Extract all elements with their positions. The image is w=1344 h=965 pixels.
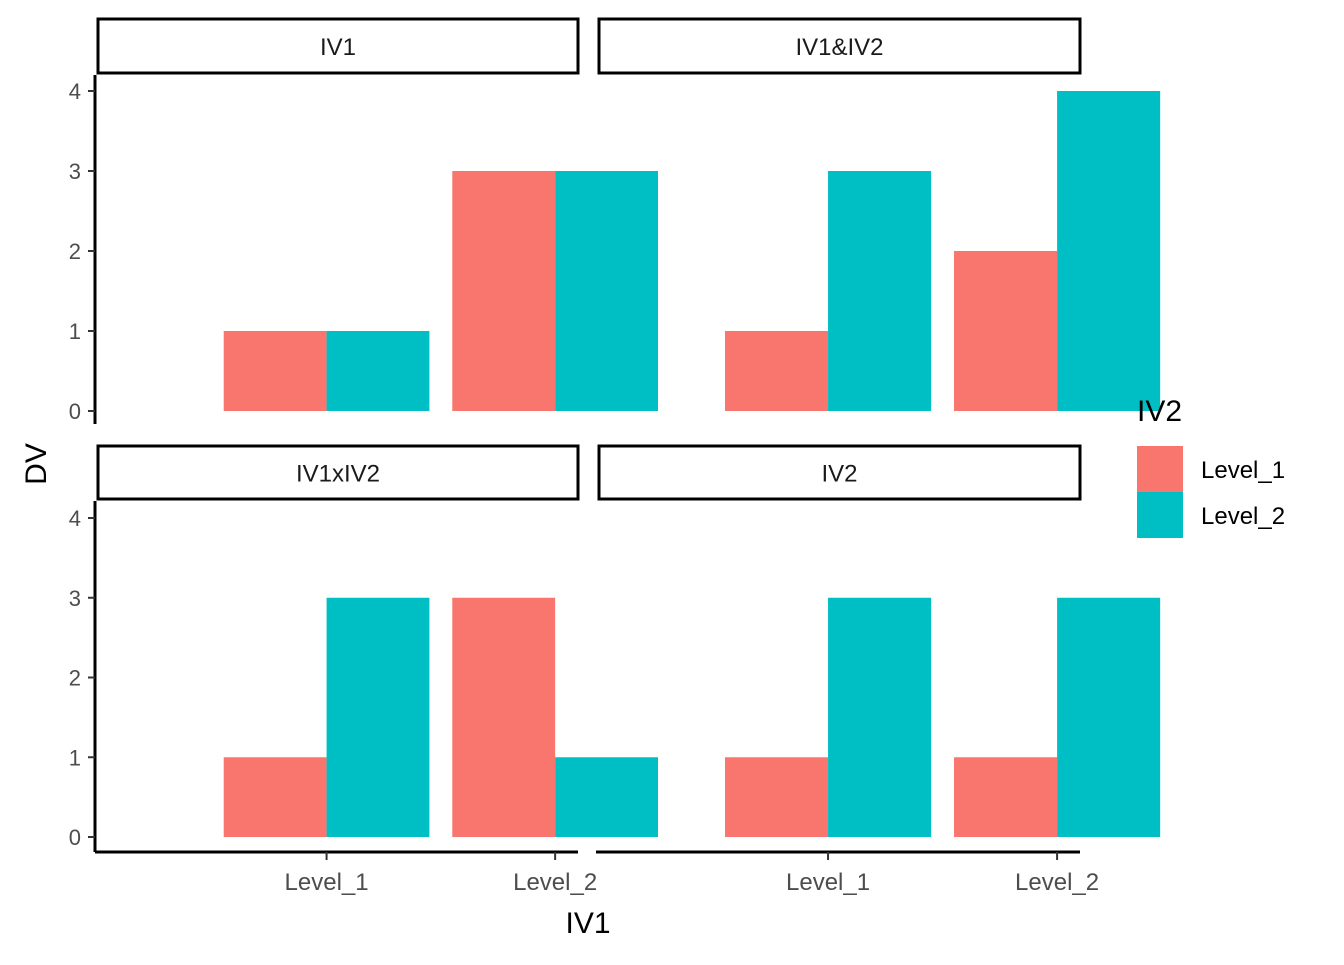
- panel-iv1-iv2: IV1&IV2: [597, 17, 1161, 411]
- bar-level-1-level-1: [223, 331, 327, 411]
- facet-strip-label: IV1: [320, 34, 356, 61]
- panel-iv1: IV1 0 1 2 3 4: [69, 17, 658, 424]
- legend-label-level-2: Level_2: [1201, 503, 1285, 530]
- facet-strip: [96, 444, 580, 501]
- facet-strip: [597, 17, 1082, 75]
- bar-level-2-level-2: [1057, 597, 1161, 837]
- y-tick-label: 3: [69, 159, 81, 184]
- x-tick-label: Level_1: [786, 869, 870, 896]
- x-tick-label: Level_1: [285, 869, 369, 896]
- bar-level-1-level-2: [828, 171, 932, 411]
- y-tick-label: 1: [69, 319, 81, 344]
- x-tick-label: Level_2: [1015, 869, 1099, 896]
- y-tick-label: 0: [69, 399, 81, 424]
- bar-level-1-level-1: [223, 757, 327, 837]
- facet-strip-label: IV2: [821, 461, 857, 488]
- facet-strip-label: IV1&IV2: [795, 34, 883, 61]
- facet-strip: [597, 444, 1082, 501]
- legend: IV2 Level_1 Level_2: [1137, 395, 1285, 538]
- legend-title: IV2: [1137, 395, 1182, 428]
- panel-iv2: IV2 Level_1 Level_2: [596, 444, 1161, 896]
- legend-key-level-2: [1137, 492, 1183, 538]
- bar-level-2-level-2: [555, 757, 658, 837]
- facet-strip-label: IV1xIV2: [296, 461, 380, 488]
- legend-key-level-1: [1137, 446, 1183, 492]
- bar-level-1-level-2: [326, 331, 430, 411]
- legend-label-level-1: Level_1: [1201, 457, 1285, 484]
- y-tick-label: 1: [69, 745, 81, 770]
- y-tick-label: 0: [69, 825, 81, 850]
- y-tick-label: 4: [69, 506, 81, 531]
- y-tick-label: 2: [69, 666, 81, 691]
- bar-level-1-level-2: [326, 597, 430, 837]
- facet-strip: [96, 17, 580, 75]
- bar-level-2-level-1: [954, 757, 1058, 837]
- panels-layer: IV1 0 1 2 3 4 IV1&IV2 IV1xIV2 0 1 2 3 4 Level_1 Level_…: [69, 17, 1161, 896]
- panel-iv1xiv2: IV1xIV2 0 1 2 3 4 Level_1 Level_2: [69, 444, 658, 896]
- y-tick-label: 2: [69, 239, 81, 264]
- bar-level-2-level-2: [555, 171, 658, 411]
- y-tick-label: 4: [69, 79, 81, 104]
- bar-level-1-level-1: [724, 757, 829, 837]
- x-axis-title: IV1: [565, 907, 610, 940]
- bar-level-1-level-2: [828, 597, 932, 837]
- bar-level-2-level-1: [452, 171, 556, 411]
- y-axis-title: DV: [20, 443, 53, 485]
- bar-level-2-level-1: [452, 597, 556, 837]
- x-tick-label: Level_2: [513, 869, 597, 896]
- y-tick-label: 3: [69, 586, 81, 611]
- bar-level-1-level-1: [724, 331, 829, 411]
- bar-level-2-level-1: [954, 251, 1058, 411]
- bar-level-2-level-2: [1057, 91, 1161, 411]
